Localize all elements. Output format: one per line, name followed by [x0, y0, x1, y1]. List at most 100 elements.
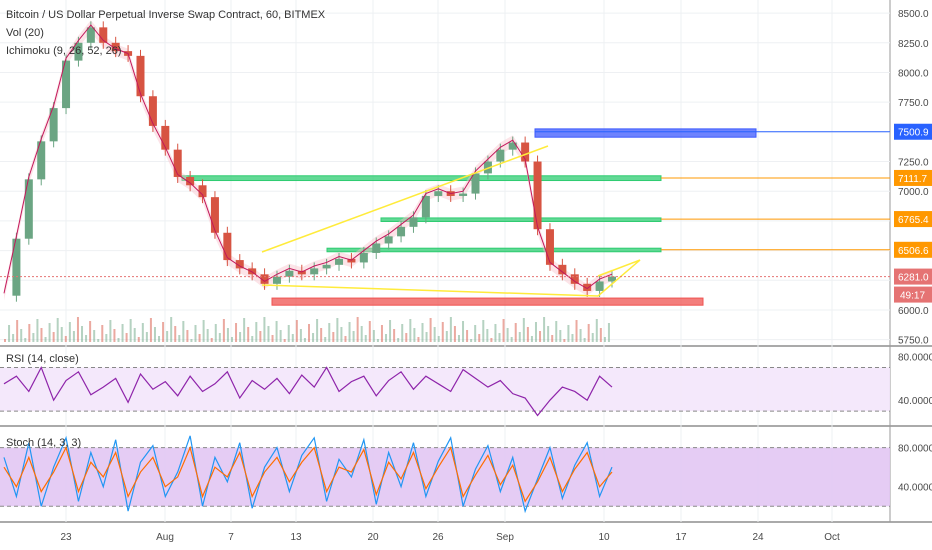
volume-bar	[145, 332, 148, 342]
candle-body[interactable]	[235, 260, 244, 269]
candle-body[interactable]	[421, 195, 430, 218]
volume-bar	[360, 326, 363, 342]
x-tick-label: 26	[432, 532, 444, 543]
stoch-pane[interactable]	[0, 435, 890, 514]
candle-body[interactable]	[595, 281, 604, 291]
volume-bar	[583, 338, 586, 342]
candle-body[interactable]	[409, 217, 418, 227]
candle-body[interactable]	[508, 142, 517, 150]
stoch-k-line[interactable]	[3, 435, 613, 514]
volume-bar	[559, 330, 562, 342]
rsi-pane[interactable]	[0, 365, 890, 417]
rsi-line[interactable]	[3, 365, 613, 417]
candle-body[interactable]	[248, 268, 257, 275]
candle-body[interactable]	[533, 161, 542, 230]
volume-bar	[352, 331, 355, 342]
volume-bar	[380, 325, 383, 342]
volume-bar	[425, 332, 428, 342]
candle-body[interactable]	[570, 274, 579, 284]
candle-body[interactable]	[49, 108, 58, 142]
osc-y-tick-label: 40.0000	[898, 483, 932, 494]
candle-body[interactable]	[372, 243, 381, 253]
candle-body[interactable]	[310, 268, 319, 275]
volume-bar	[20, 329, 23, 342]
volume-bar	[56, 318, 59, 342]
candle-body[interactable]	[471, 173, 480, 194]
volume-bar	[547, 326, 550, 342]
stoch-d-line[interactable]	[3, 445, 613, 503]
volume-bar	[271, 335, 274, 342]
volume-bar	[283, 339, 286, 342]
x-tick-label: 23	[60, 532, 72, 543]
volume-bar	[202, 320, 205, 342]
candle-body[interactable]	[347, 258, 356, 263]
volume-bar	[486, 329, 489, 342]
candle-body[interactable]	[260, 274, 269, 284]
candle-body[interactable]	[397, 226, 406, 237]
price-zone[interactable]	[380, 217, 662, 222]
trend-line-lower[interactable]	[261, 259, 641, 297]
volume-bar	[295, 320, 298, 342]
volume-bar	[522, 318, 525, 342]
candle-body[interactable]	[198, 185, 207, 198]
volume-bar	[32, 333, 35, 342]
candle-body[interactable]	[384, 236, 393, 244]
candle-body[interactable]	[322, 264, 331, 269]
volume-bar	[214, 324, 217, 342]
candle-body[interactable]	[161, 125, 170, 150]
candle-body[interactable]	[297, 270, 306, 275]
level-badge	[894, 123, 932, 140]
level-badge-label: 6765.4	[898, 215, 929, 226]
candle-body[interactable]	[111, 42, 120, 52]
candle-body[interactable]	[583, 283, 592, 291]
candle-body[interactable]	[608, 276, 616, 282]
candle-body[interactable]	[272, 276, 281, 284]
volume-bar	[368, 321, 371, 342]
candle-body[interactable]	[545, 229, 554, 265]
candle-body[interactable]	[86, 27, 95, 43]
candle-body[interactable]	[223, 232, 232, 261]
candle-body[interactable]	[62, 60, 71, 109]
candle-body[interactable]	[173, 149, 182, 177]
price-pane[interactable]	[0, 20, 890, 342]
candle-body[interactable]	[37, 141, 46, 180]
volume-bar	[494, 324, 497, 342]
level-badge	[894, 241, 932, 258]
candle-body[interactable]	[285, 270, 294, 277]
candle-body[interactable]	[521, 142, 530, 162]
volume-bar	[409, 319, 412, 342]
candle-body[interactable]	[335, 258, 344, 265]
y-tick-label: 6000.0	[898, 306, 929, 317]
candle-body[interactable]	[136, 55, 145, 97]
candle-body[interactable]	[12, 238, 21, 296]
price-zone[interactable]	[271, 297, 704, 306]
candle-body[interactable]	[148, 96, 157, 126]
volume-bar	[607, 323, 610, 342]
volume-bar	[16, 320, 19, 342]
candle-body[interactable]	[210, 197, 219, 233]
volume-bar	[320, 328, 323, 342]
volume-bar	[328, 323, 331, 342]
candle-body[interactable]	[24, 179, 33, 239]
trend-line-upper[interactable]	[261, 145, 549, 253]
candle-body[interactable]	[99, 27, 108, 43]
volume-bar	[12, 334, 15, 342]
volume-bar	[567, 325, 570, 342]
candle-body[interactable]	[434, 191, 443, 196]
volume-bar	[24, 338, 27, 342]
candle-body[interactable]	[496, 149, 505, 162]
candle-body[interactable]	[558, 264, 567, 275]
volume-bar	[162, 322, 165, 342]
volume-bar	[28, 324, 31, 342]
volume-bar	[429, 318, 432, 342]
candle-body[interactable]	[74, 42, 83, 61]
volume-bar	[478, 334, 481, 342]
volume-bar	[372, 330, 375, 342]
volume-bar	[251, 336, 254, 342]
price-zone[interactable]	[181, 175, 662, 182]
candle-body[interactable]	[359, 252, 368, 263]
price-zone[interactable]	[534, 128, 757, 138]
candle-body[interactable]	[459, 193, 468, 196]
candle-body[interactable]	[186, 176, 195, 186]
